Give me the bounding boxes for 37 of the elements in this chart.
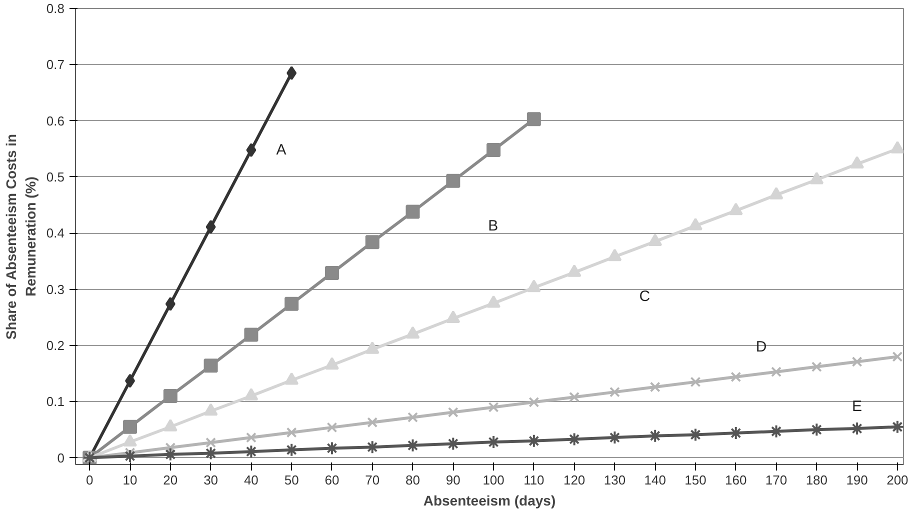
x-tick-label: 140	[644, 472, 666, 488]
y-axis-title: Share of Absenteeism Costs in Remuneration (%)	[3, 134, 38, 340]
x-tick-label: 100	[482, 472, 504, 488]
y-tick-label: 0	[57, 450, 65, 466]
x-tick-label: 80	[406, 472, 420, 488]
x-tick-label: 120	[563, 472, 586, 488]
x-tick-label: 180	[806, 472, 828, 488]
x-tick-label: 170	[765, 472, 788, 488]
y-tick-label: 0.7	[46, 57, 65, 72]
x-tick-label: 160	[725, 472, 747, 488]
x-tick-label: 200	[886, 472, 908, 488]
y-tick-label: 0.3	[46, 282, 65, 297]
series-label: A	[276, 142, 286, 159]
y-tick-label: 0.4	[46, 226, 65, 241]
x-tick-label: 130	[604, 472, 626, 488]
x-tick-label: 0	[86, 472, 94, 488]
x-axis-title: Absenteeism (days)	[423, 492, 556, 508]
y-tick-label: 0.5	[46, 169, 65, 184]
y-tick-label: 0.1	[46, 394, 65, 410]
x-tick-label: 70	[365, 472, 380, 488]
y-tick-label: 0.8	[46, 1, 65, 16]
series-label: E	[852, 398, 862, 416]
x-tick-label: 50	[284, 472, 299, 488]
x-tick-label: 10	[122, 472, 138, 488]
text: C	[639, 288, 650, 306]
x-tick-label: 60	[324, 472, 340, 488]
x-tick-label: 90	[446, 472, 460, 488]
x-tick-label: 150	[684, 472, 706, 488]
x-tick-label: 20	[163, 472, 178, 488]
y-tick-label: 0.2	[46, 338, 65, 353]
x-tick-label: 190	[846, 472, 868, 488]
x-tick-label: 40	[244, 472, 258, 488]
series-label: D	[756, 338, 767, 356]
x-tick-label: 110	[524, 472, 544, 488]
y-tick-label: 0.6	[46, 113, 65, 128]
x-tick-label: 30	[204, 472, 218, 488]
text: B	[488, 217, 498, 234]
